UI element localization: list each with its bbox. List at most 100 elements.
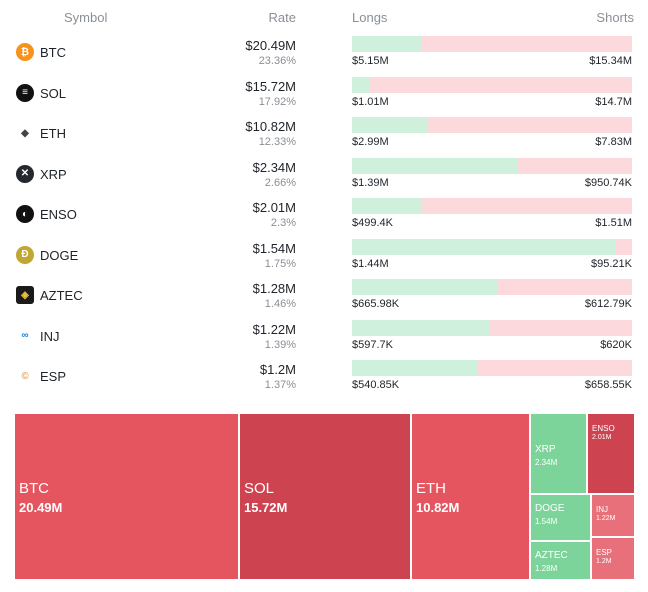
shorts-value: $95.21K	[591, 257, 632, 270]
injective-icon: ∞	[16, 326, 34, 345]
treemap-value: 2.34M	[535, 458, 558, 467]
coin-symbol[interactable]: ETH	[40, 126, 66, 141]
coin-symbol[interactable]: ENSO	[40, 207, 77, 222]
long-bar-fill	[352, 36, 422, 52]
rate-percent: 17.92%	[258, 95, 296, 108]
enso-icon: ◐	[16, 205, 34, 223]
treemap-label: ENSO	[592, 424, 615, 433]
long-bar-fill	[352, 238, 616, 255]
treemap-label: AZTEC	[535, 550, 568, 561]
treemap-value: 10.82M	[416, 500, 460, 515]
treemap-value: 1.28M	[535, 564, 558, 573]
long-bar-fill	[352, 117, 428, 133]
treemap-cell-btc[interactable]: BTC 20.49M	[15, 414, 238, 579]
longs-value: $1.39M	[352, 176, 389, 189]
table-row[interactable]: Ð DOGE $1.54M 1.75% $1.44M $95.21K	[0, 237, 648, 278]
table-row[interactable]: ≡ SOL $15.72M 17.92% $1.01M $14.7M	[0, 75, 648, 116]
table-row[interactable]: ✕ XRP $2.34M 2.66% $1.39M $950.74K	[0, 156, 648, 197]
rate-percent: 1.46%	[264, 298, 296, 310]
long-short-bar	[352, 117, 632, 133]
treemap-label: ETH	[416, 480, 446, 497]
rate-value: $10.82M	[245, 119, 296, 134]
treemap-value: 1.22M	[596, 515, 616, 522]
coin-symbol[interactable]: DOGE	[40, 247, 79, 263]
treemap-cell-eth[interactable]: ETH 10.82M	[412, 414, 529, 579]
treemap-cell-sol[interactable]: SOL 15.72M	[240, 414, 410, 579]
table-row[interactable]: ◈ AZTEC $1.28M 1.46% $665.98K $612.79K	[0, 277, 648, 318]
bitcoin-icon: ₿	[16, 43, 34, 61]
longs-value: $2.99M	[352, 136, 389, 148]
rate-value: $1.22M	[252, 321, 296, 337]
treemap-label: BTC	[19, 480, 49, 497]
long-short-bar	[352, 279, 632, 295]
long-short-bar	[352, 319, 632, 336]
xrp-icon: ✕	[16, 164, 34, 183]
shorts-value: $1.51M	[595, 217, 632, 229]
long-short-bar	[352, 198, 632, 214]
longs-value: $499.4K	[352, 217, 393, 229]
rate-value: $1.54M	[252, 240, 296, 256]
shorts-value: $620K	[600, 338, 632, 351]
long-bar-fill	[352, 319, 490, 336]
long-short-bar	[352, 157, 632, 174]
rate-value: $15.72M	[245, 78, 296, 94]
treemap-label: SOL	[244, 480, 275, 497]
longs-value: $5.15M	[352, 55, 389, 67]
treemap-label: ESP	[596, 548, 613, 557]
longs-value: $1.44M	[352, 257, 389, 270]
long-bar-fill	[352, 360, 478, 376]
longs-value: $540.85K	[352, 379, 400, 391]
treemap-value: 1.54M	[535, 517, 558, 526]
rate-column-header[interactable]: Rate	[268, 10, 296, 25]
rate-value: $1.2M	[259, 362, 296, 377]
table-row[interactable]: ◐ ENSO $2.01M 2.3% $499.4K $1.51M	[0, 196, 648, 237]
coin-symbol[interactable]: ESP	[40, 369, 67, 384]
rate-percent: 23.36%	[258, 55, 296, 67]
coin-symbol[interactable]: SOL	[40, 85, 67, 101]
rate-value: $20.49M	[245, 38, 296, 53]
rate-value: $2.34M	[252, 159, 296, 175]
ethereum-icon: ◆	[16, 124, 34, 142]
rate-value: $2.01M	[252, 200, 296, 215]
long-bar-fill	[352, 279, 498, 295]
treemap-cell-xrp[interactable]: XRP 2.34M	[531, 414, 586, 493]
solana-icon: ≡	[16, 83, 34, 102]
treemap-value: 20.49M	[19, 500, 63, 515]
coin-symbol[interactable]: INJ	[40, 328, 60, 344]
longs-column-header[interactable]: Longs	[352, 10, 388, 25]
treemap-label: INJ	[596, 505, 608, 514]
treemap-cell-aztec[interactable]: AZTEC 1.28M	[531, 542, 590, 579]
rate-percent: 1.39%	[264, 338, 296, 351]
aztec-icon: ◈	[16, 286, 34, 304]
liquidation-table: ₿ BTC $20.49M 23.36% $5.15M $15.34M ≡ SO…	[0, 34, 648, 399]
rate-value: $1.28M	[252, 281, 296, 296]
shorts-column-header[interactable]: Shorts	[596, 10, 634, 25]
treemap-cell-enso[interactable]: ENSO 2.01M	[588, 414, 634, 493]
long-bar-fill	[352, 76, 369, 93]
treemap-label: DOGE	[535, 503, 565, 514]
shorts-value: $7.83M	[595, 136, 632, 148]
treemap-cell-inj[interactable]: INJ 1.22M	[592, 495, 634, 536]
table-row[interactable]: ◆ ETH $10.82M 12.33% $2.99M $7.83M	[0, 115, 648, 156]
long-short-bar	[352, 238, 632, 255]
rate-percent: 2.66%	[264, 176, 296, 189]
coin-symbol[interactable]: XRP	[40, 166, 67, 182]
treemap-value: 1.2M	[596, 558, 612, 565]
table-row[interactable]: ₿ BTC $20.49M 23.36% $5.15M $15.34M	[0, 34, 648, 75]
table-row[interactable]: © ESP $1.2M 1.37% $540.85K $658.55K	[0, 358, 648, 399]
shorts-value: $14.7M	[595, 95, 632, 108]
treemap-value: 15.72M	[244, 500, 288, 515]
treemap-cell-doge[interactable]: DOGE 1.54M	[531, 495, 590, 540]
treemap-cell-esp[interactable]: ESP 1.2M	[592, 538, 634, 579]
symbol-column-header[interactable]: Symbol	[64, 10, 108, 25]
coin-symbol[interactable]: AZTEC	[40, 288, 83, 303]
long-short-bar	[352, 36, 632, 52]
shorts-value: $15.34M	[589, 55, 632, 67]
shorts-value: $950.74K	[584, 176, 632, 189]
long-short-bar	[352, 360, 632, 376]
rate-percent: 2.3%	[270, 217, 296, 229]
coin-symbol[interactable]: BTC	[40, 45, 66, 60]
longs-value: $665.98K	[352, 298, 400, 310]
table-row[interactable]: ∞ INJ $1.22M 1.39% $597.7K $620K	[0, 318, 648, 359]
treemap-value: 2.01M	[592, 434, 612, 441]
